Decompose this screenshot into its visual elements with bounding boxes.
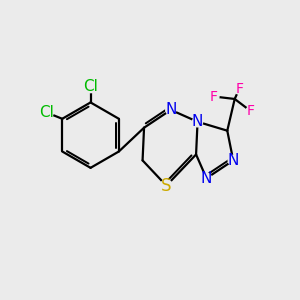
Circle shape xyxy=(234,84,244,94)
Text: Cl: Cl xyxy=(39,105,54,120)
Text: F: F xyxy=(210,89,218,103)
Circle shape xyxy=(246,106,256,116)
Text: F: F xyxy=(235,82,243,96)
Circle shape xyxy=(228,155,238,166)
Circle shape xyxy=(201,173,212,183)
Text: N: N xyxy=(201,171,212,186)
Text: N: N xyxy=(192,114,203,129)
Circle shape xyxy=(209,92,219,102)
Circle shape xyxy=(84,80,97,93)
Circle shape xyxy=(40,106,53,119)
Text: N: N xyxy=(227,153,239,168)
Text: F: F xyxy=(247,104,255,118)
Text: S: S xyxy=(161,177,172,195)
Text: Cl: Cl xyxy=(83,79,98,94)
Circle shape xyxy=(193,117,202,127)
Circle shape xyxy=(160,180,172,192)
Text: N: N xyxy=(165,102,176,117)
Circle shape xyxy=(166,105,176,115)
